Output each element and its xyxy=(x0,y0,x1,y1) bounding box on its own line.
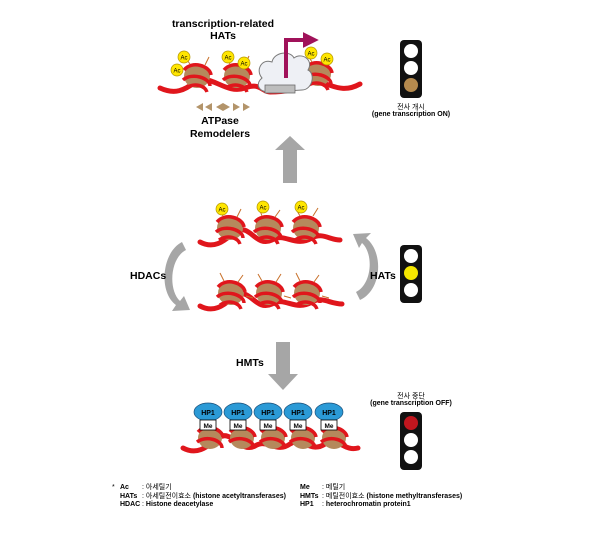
hp1-label: HP1 xyxy=(231,410,245,417)
hp1-protein: HP1 xyxy=(283,402,313,422)
legend-row: HP1: heterochromatin protein1 xyxy=(300,501,411,508)
methyl-label: Me xyxy=(293,423,302,430)
methyl-group: Me xyxy=(320,419,338,431)
hdacs-label: HDACs xyxy=(130,270,167,282)
methyl-group: Me xyxy=(199,419,217,431)
methyl-group: Me xyxy=(289,419,307,431)
hp1-label: HP1 xyxy=(291,410,305,417)
nucleosome xyxy=(181,63,213,93)
acetyl-group: Ac xyxy=(320,52,334,66)
nucleosome xyxy=(221,63,253,93)
hmts-arrow xyxy=(268,342,298,390)
top-hats-label: transcription-related HATs xyxy=(171,18,275,42)
status-on-english: (gene transcription ON) xyxy=(371,111,451,118)
hp1-label: HP1 xyxy=(261,410,275,417)
acetyl-label: Ac xyxy=(173,68,180,74)
activation-arrow xyxy=(275,136,305,183)
acetyl-group: Ac xyxy=(256,200,270,214)
hp1-label: HP1 xyxy=(201,410,215,417)
hats-label: HATs xyxy=(370,270,396,282)
traffic-light-middle xyxy=(400,245,422,303)
acetyl-group: Ac xyxy=(177,50,191,64)
methyl-label: Me xyxy=(233,423,242,430)
traffic-light-off xyxy=(400,412,422,470)
hdacs-curved-arrow xyxy=(164,242,190,311)
acetyl-label: Ac xyxy=(224,55,231,61)
acetyl-group: Ac xyxy=(170,63,184,77)
hats-curved-arrow xyxy=(353,233,379,300)
hp1-protein: HP1 xyxy=(193,402,223,422)
acetyl-label: Ac xyxy=(240,61,247,67)
methyl-group: Me xyxy=(229,419,247,431)
nucleosome xyxy=(215,280,247,310)
methyl-label: Me xyxy=(263,423,272,430)
acetyl-label: Ac xyxy=(180,55,187,61)
acetyl-group: Ac xyxy=(304,46,318,60)
acetyl-group: Ac xyxy=(221,50,235,64)
hp1-protein: HP1 xyxy=(314,402,344,422)
hmts-label: HMTs xyxy=(236,357,264,369)
hp1-protein: HP1 xyxy=(223,402,253,422)
acetyl-label: Ac xyxy=(323,57,330,63)
nucleosome xyxy=(253,280,285,310)
promoter-box xyxy=(264,84,296,94)
status-on-korean: 전사 개시 xyxy=(397,104,425,111)
nucleosome xyxy=(252,215,284,245)
acetyl-group: Ac xyxy=(237,56,251,70)
nucleosome xyxy=(291,280,323,310)
hp1-label: HP1 xyxy=(322,410,336,417)
acetyl-label: Ac xyxy=(307,51,314,57)
legend-asterisk: * xyxy=(112,484,115,491)
acetyl-group: Ac xyxy=(294,200,308,214)
methyl-group: Me xyxy=(259,419,277,431)
status-off-korean: 전사 중단 xyxy=(397,393,425,400)
transcription-start-arrow xyxy=(284,32,319,78)
acetyl-group: Ac xyxy=(215,202,229,216)
legend-row: Ac: 아세틸기 xyxy=(120,484,172,491)
heterochromatin: HP1 HP1 HP1 HP1 HP1 Me Me Me Me Me xyxy=(180,402,361,454)
acetyl-label: Ac xyxy=(297,205,304,211)
remodelers-label: ATPase Remodelers xyxy=(189,115,251,140)
acetyl-label: Ac xyxy=(218,207,225,213)
legend-row: HMTs: 메틸전이효소 (histone methyltransferases… xyxy=(300,492,463,500)
legend-row: Me: 메틸기 xyxy=(300,484,346,491)
deacetylated-chromatin xyxy=(197,272,345,312)
active-chromatin: Ac Ac Ac Ac Ac Ac xyxy=(157,32,363,111)
remodeler-slide-arrow xyxy=(196,103,250,111)
nucleosome xyxy=(290,215,322,245)
acetylated-chromatin: Ac Ac Ac xyxy=(197,200,343,248)
acetyl-label: Ac xyxy=(259,205,266,211)
legend-row: HDAC: Histone deacetylase xyxy=(120,501,214,508)
nucleosome xyxy=(214,215,246,245)
methyl-label: Me xyxy=(324,423,333,430)
traffic-light-on xyxy=(400,40,422,98)
legend-right: Me: 메틸기 HMTs: 메틸전이효소 (histone methyltran… xyxy=(300,484,462,510)
methyl-label: Me xyxy=(203,423,212,430)
legend-row: HATs: 아세틸전이효소 (histone acetyltransferase… xyxy=(120,492,286,500)
legend-left: * Ac: 아세틸기 HATs: 아세틸전이효소 (histone acetyl… xyxy=(112,484,286,510)
status-off-english: (gene transcription OFF) xyxy=(370,400,452,407)
hp1-protein: HP1 xyxy=(253,402,283,422)
